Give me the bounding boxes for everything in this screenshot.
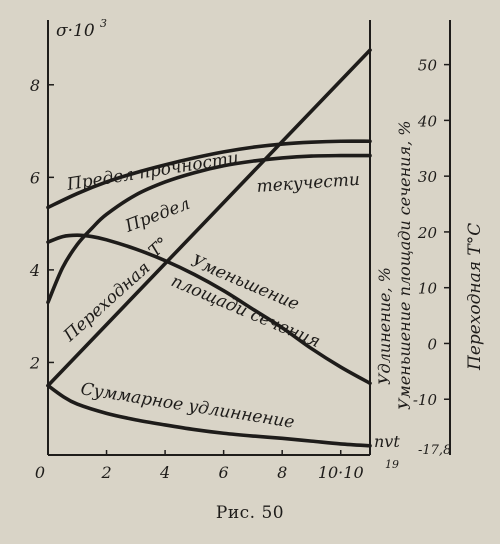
x-tick-label: 6 (219, 463, 229, 482)
right-tick-label: 10 (418, 280, 438, 298)
left-tick-label: 6 (30, 168, 40, 187)
x-tick-label: 4 (159, 463, 170, 482)
yield-strength-line (46, 153, 372, 305)
figure-caption: Рис. 50 (215, 503, 285, 523)
right-axis-min-label: -17,8 (418, 443, 451, 458)
left-tick-label: 8 (30, 76, 40, 95)
x-axis-exponent: 19 (385, 458, 399, 471)
x-tick-label: 2 (100, 463, 111, 482)
x-axis-unit-label: nvt (374, 432, 400, 451)
transition-temperature-line (46, 48, 372, 388)
x-tick-label: 10·10 (318, 463, 364, 482)
right-tick-label: 50 (418, 57, 438, 75)
left-tick-label: 4 (29, 261, 40, 280)
area-reduction-line (46, 233, 372, 386)
annotation-yield-strength-1: Предел (122, 194, 193, 237)
chart-series-layer (46, 48, 372, 448)
right-tick-label: 40 (417, 112, 438, 130)
annotation-transition-temperature-1: Переходная (59, 258, 154, 346)
right-axis-label: Переходная Т°С (465, 223, 485, 371)
x-tick-label: 0 (35, 463, 45, 482)
right-tick-label: 0 (427, 335, 437, 353)
left-axis-label-exponent: 3 (100, 17, 107, 30)
annotation-total-elongation: Суммарное удлиннение (79, 379, 296, 433)
annotation-yield-strength-2: текучести (256, 170, 361, 197)
middle-axis-label-elongation: Удлинение, % (375, 267, 394, 385)
middle-axis-label-area-reduction: Уменьшение площади сечения, % (395, 121, 414, 410)
right-tick-label: 30 (418, 168, 438, 186)
left-tick-label: 2 (29, 353, 40, 372)
total-elongation-line (46, 383, 372, 448)
right-tick-label: 20 (417, 224, 438, 242)
x-tick-label: 8 (277, 463, 287, 482)
right-tick-label: -10 (413, 391, 438, 409)
left-axis-label: σ·10 (56, 21, 95, 41)
tensile-strength-line (46, 139, 372, 210)
